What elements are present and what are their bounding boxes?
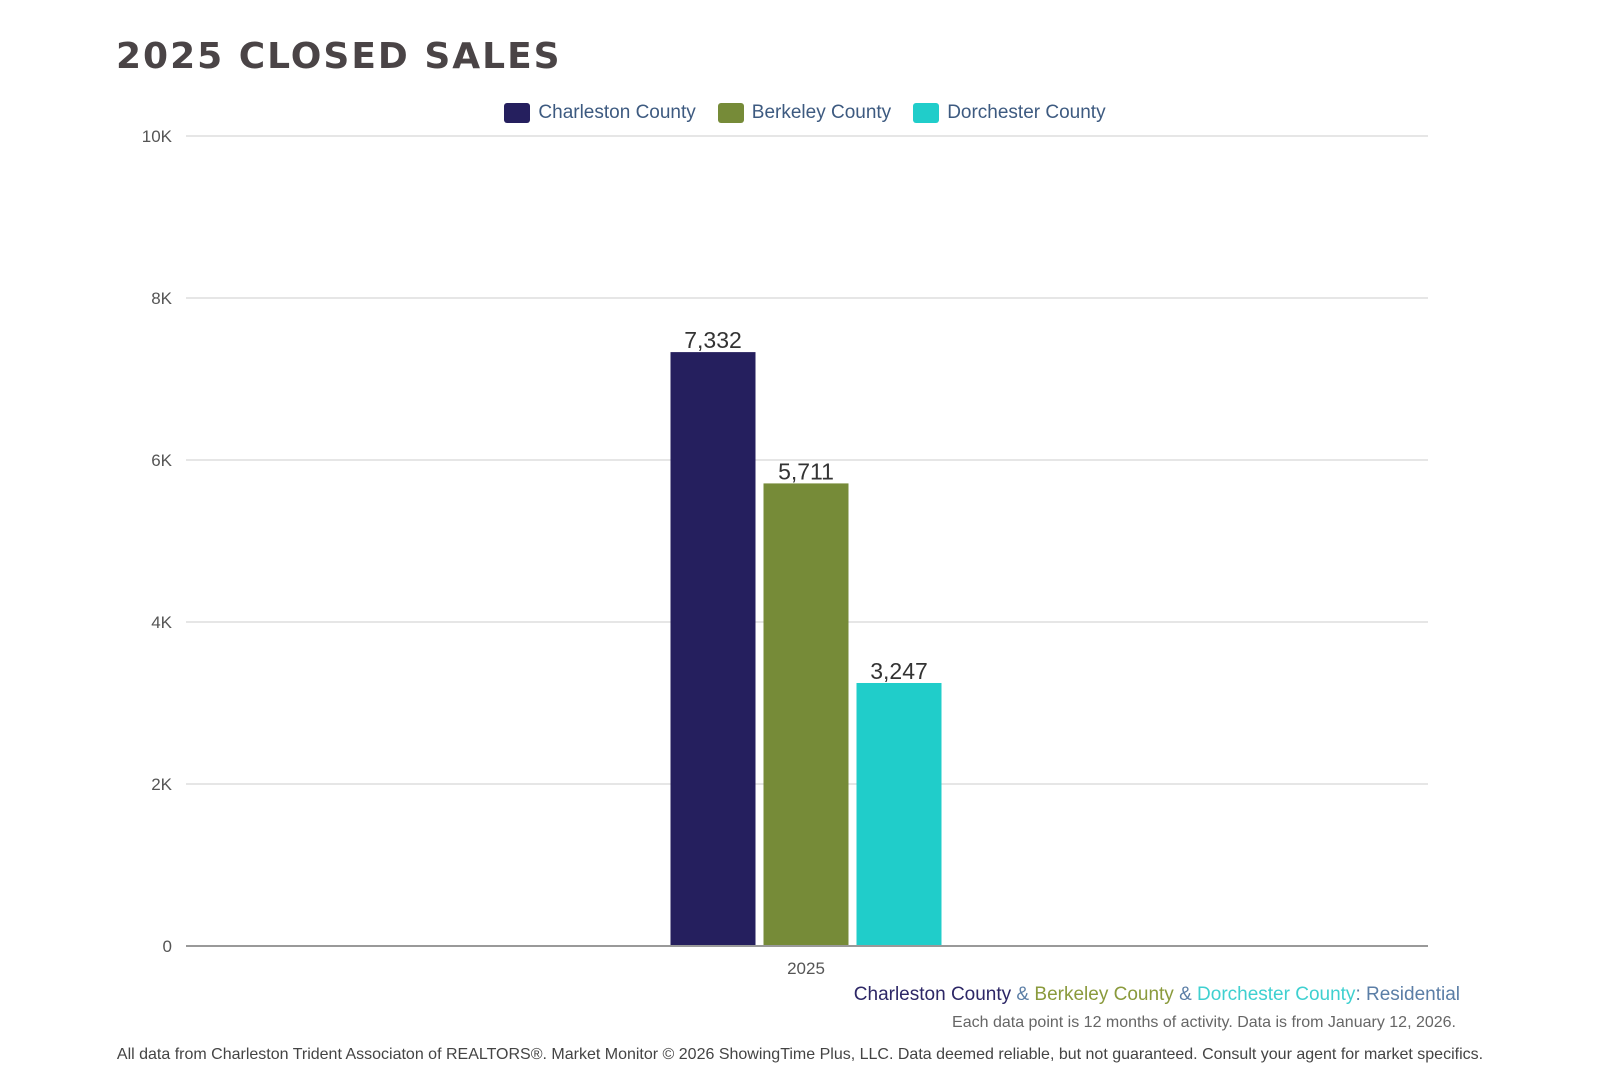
legend-item-charleston[interactable]: Charleston County <box>504 102 696 124</box>
legend-swatch <box>504 103 531 123</box>
data-label: 5,711 <box>778 458 834 484</box>
bar-dorchester-county <box>856 682 942 946</box>
data-label: 3,247 <box>870 658 928 684</box>
x-tick-label: 2025 <box>787 959 825 978</box>
sub-amp: & <box>1011 984 1035 1005</box>
legend-label: Berkeley County <box>751 102 892 123</box>
y-tick-label: 4K <box>151 613 172 632</box>
legend-swatch <box>717 103 744 123</box>
sub-charleston: Charleston County <box>853 984 1012 1005</box>
legend-label: Charleston County <box>538 102 696 123</box>
footer-disclaimer: All data from Charleston Trident Associa… <box>116 1046 1484 1063</box>
data-note: Each data point is 12 months of activity… <box>952 1014 1456 1031</box>
sub-berkeley: Berkeley County <box>1034 984 1174 1005</box>
legend-swatch <box>913 103 940 123</box>
bar-charleston-county <box>670 352 756 946</box>
y-tick-label: 0 <box>163 937 172 956</box>
bar-berkeley-county <box>763 483 849 946</box>
legend-item-berkeley[interactable]: Berkeley County <box>717 102 892 124</box>
sub-dorchester: Dorchester County <box>1197 984 1356 1005</box>
legend: Charleston County Berkeley County Dorche… <box>0 102 1600 124</box>
y-tick-label: 10K <box>142 127 173 146</box>
sub-type: : Residential <box>1355 984 1460 1005</box>
legend-label: Dorchester County <box>947 102 1106 123</box>
data-label: 7,332 <box>684 327 742 353</box>
y-tick-label: 2K <box>151 775 172 794</box>
series-description: Charleston County & Berkeley County & Do… <box>854 984 1460 1006</box>
y-tick-label: 8K <box>151 289 172 308</box>
sub-amp: & <box>1173 984 1198 1005</box>
bar-chart: 0 2K 4K 6K 8K 10K 7,332 5,711 3,247 2025 <box>142 127 1428 978</box>
chart-title: 2025 CLOSED SALES <box>116 36 562 77</box>
legend-item-dorchester[interactable]: Dorchester County <box>913 102 1106 124</box>
y-tick-label: 6K <box>151 451 172 470</box>
